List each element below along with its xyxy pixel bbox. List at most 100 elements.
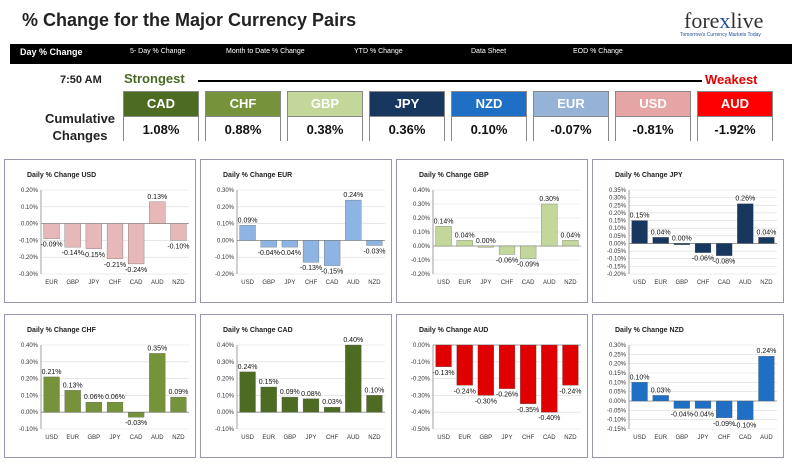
currency-name: NZD bbox=[452, 92, 526, 116]
currency-value: -0.07% bbox=[534, 116, 608, 141]
chart-panel-nzd: Daily % Change NZD 0.30% 0.25% 0.20% 0.15% 0.… bbox=[592, 314, 784, 458]
tick-label: 0.00% bbox=[609, 399, 627, 405]
bar-usd bbox=[631, 220, 648, 244]
bar-nzd bbox=[562, 240, 579, 247]
tick-label: -0.15% bbox=[607, 264, 627, 270]
currency-box-usd: USD -0.81% bbox=[615, 91, 691, 141]
logo-tagline: Tomorrow's Currency Markets Today bbox=[680, 32, 761, 38]
category-label: AUD bbox=[347, 280, 360, 286]
tick-label: 0.10% bbox=[217, 222, 235, 228]
tick-label: 0.20% bbox=[609, 362, 627, 368]
forexlive-logo[interactable]: forexlive Tomorrow's Currency Markets To… bbox=[650, 6, 790, 42]
data-label: 0.30% bbox=[539, 196, 559, 203]
tick-label: 0.00% bbox=[21, 222, 39, 228]
logo-wordmark: forexlive bbox=[684, 8, 763, 34]
tick-label: -0.20% bbox=[19, 255, 39, 261]
category-label: AUD bbox=[347, 435, 360, 441]
chart-panel-eur: Daily % Change EUR 0.30% 0.20% 0.10% 0.00% -0… bbox=[200, 159, 392, 303]
data-label: 0.21% bbox=[42, 369, 62, 376]
category-label: JPY bbox=[697, 435, 708, 441]
bar-usd bbox=[435, 226, 452, 247]
chart-title: Daily % Change EUR bbox=[223, 172, 292, 179]
tick-label: -0.10% bbox=[607, 418, 627, 424]
currency-name: CHF bbox=[206, 92, 280, 116]
bar-cad bbox=[128, 412, 145, 418]
strength-line bbox=[198, 80, 702, 82]
data-label: 0.15% bbox=[259, 379, 279, 386]
bar-usd bbox=[435, 344, 452, 367]
category-label: EUR bbox=[458, 280, 471, 286]
category-label: EUR bbox=[262, 435, 275, 441]
data-label: -0.09% bbox=[40, 242, 62, 249]
data-label: -0.30% bbox=[475, 398, 497, 405]
bar-aud bbox=[758, 356, 775, 402]
bar-cad bbox=[128, 223, 145, 265]
tick-label: -0.30% bbox=[19, 272, 39, 278]
chart-panel-chf: Daily % Change CHF 0.40% 0.30% 0.20% 0.10% 0.… bbox=[4, 314, 196, 458]
category-label: CAD bbox=[543, 435, 556, 441]
tick-label: 0.10% bbox=[217, 393, 235, 399]
tick-label: -0.20% bbox=[215, 272, 235, 278]
tab-data-sheet[interactable]: Data Sheet bbox=[471, 48, 507, 55]
data-label: 0.24% bbox=[756, 348, 776, 355]
data-label: 0.04% bbox=[756, 229, 776, 236]
bar-cad bbox=[520, 245, 537, 259]
data-label: -0.13% bbox=[432, 370, 454, 377]
chart-title: Daily % Change CAD bbox=[223, 327, 293, 334]
category-label: GBP bbox=[262, 280, 275, 286]
category-label: AUD bbox=[760, 435, 773, 441]
tick-label: 0.30% bbox=[413, 202, 431, 208]
data-label: -0.06% bbox=[692, 256, 714, 263]
tick-label: 0.40% bbox=[217, 343, 235, 349]
data-label: 0.10% bbox=[630, 374, 650, 381]
bar-eur bbox=[64, 390, 81, 413]
logo-pre: fore bbox=[684, 8, 720, 33]
bar-aud bbox=[345, 199, 362, 241]
data-label: -0.35% bbox=[517, 407, 539, 414]
tick-label: 0.20% bbox=[609, 211, 627, 217]
category-label: CAD bbox=[130, 435, 143, 441]
tick-label: 0.00% bbox=[217, 238, 235, 244]
category-label: NZD bbox=[368, 280, 381, 286]
tick-label: 0.10% bbox=[609, 226, 627, 232]
tick-label: 0.30% bbox=[609, 343, 627, 349]
category-label: CHF bbox=[522, 435, 535, 441]
tab-eod-change[interactable]: EOD % Change bbox=[573, 48, 623, 55]
currency-box-eur: EUR -0.07% bbox=[533, 91, 609, 141]
tick-label: -0.40% bbox=[411, 410, 431, 416]
data-label: 0.04% bbox=[651, 229, 671, 236]
bar-jpy bbox=[281, 240, 298, 248]
bar-nzd bbox=[366, 395, 383, 413]
data-label: -0.24% bbox=[454, 388, 476, 395]
tab-day-change[interactable]: Day % Change bbox=[20, 47, 83, 57]
currency-value: 0.88% bbox=[206, 116, 280, 141]
bar-cad bbox=[324, 240, 341, 266]
bar-jpy bbox=[106, 401, 124, 413]
tick-label: -0.10% bbox=[215, 255, 235, 261]
data-label: 0.04% bbox=[560, 232, 580, 239]
tab-5-day-change[interactable]: 5- Day % Change bbox=[130, 48, 186, 55]
tab-ytd-change[interactable]: YTD % Change bbox=[354, 48, 403, 55]
strongest-label: Strongest bbox=[124, 71, 185, 86]
bar-chf bbox=[106, 223, 124, 260]
bar-eur bbox=[456, 240, 473, 247]
chart-panel-cad: Daily % Change CAD 0.40% 0.30% 0.20% 0.10% 0.… bbox=[200, 314, 392, 458]
bar-eur bbox=[260, 386, 277, 413]
category-label: CAD bbox=[130, 280, 143, 286]
bar-nzd bbox=[562, 344, 579, 386]
category-label: USD bbox=[437, 435, 450, 441]
title-bar: % Change for the Major Currency Pairs fo… bbox=[0, 0, 792, 42]
chart-title: Daily % Change AUD bbox=[419, 327, 488, 334]
tick-label: -0.15% bbox=[607, 427, 627, 433]
bar-chf bbox=[302, 240, 320, 263]
bar-chart: Daily % Change NZD0.30%0.25%0.20%0.15%0.… bbox=[607, 327, 777, 441]
bar-chart: Daily % Change CAD 0.40% 0.30% 0.20% 0.10% 0.… bbox=[215, 327, 385, 441]
currency-box-gbp: GBP 0.38% bbox=[287, 91, 363, 141]
category-label: CAD bbox=[739, 435, 752, 441]
bar-chart: Daily % Change AUD 0.00% -0.10% -0.20% -0.30… bbox=[411, 327, 582, 441]
bar-aud bbox=[149, 353, 166, 413]
category-label: CAD bbox=[326, 280, 339, 286]
bar-chart: Daily % Change GBP0.40%0.30%0.20%0.10%0.… bbox=[411, 172, 581, 286]
tab-month-to-date-change[interactable]: Month to Date % Change bbox=[226, 48, 305, 55]
data-label: -0.08% bbox=[713, 259, 735, 266]
